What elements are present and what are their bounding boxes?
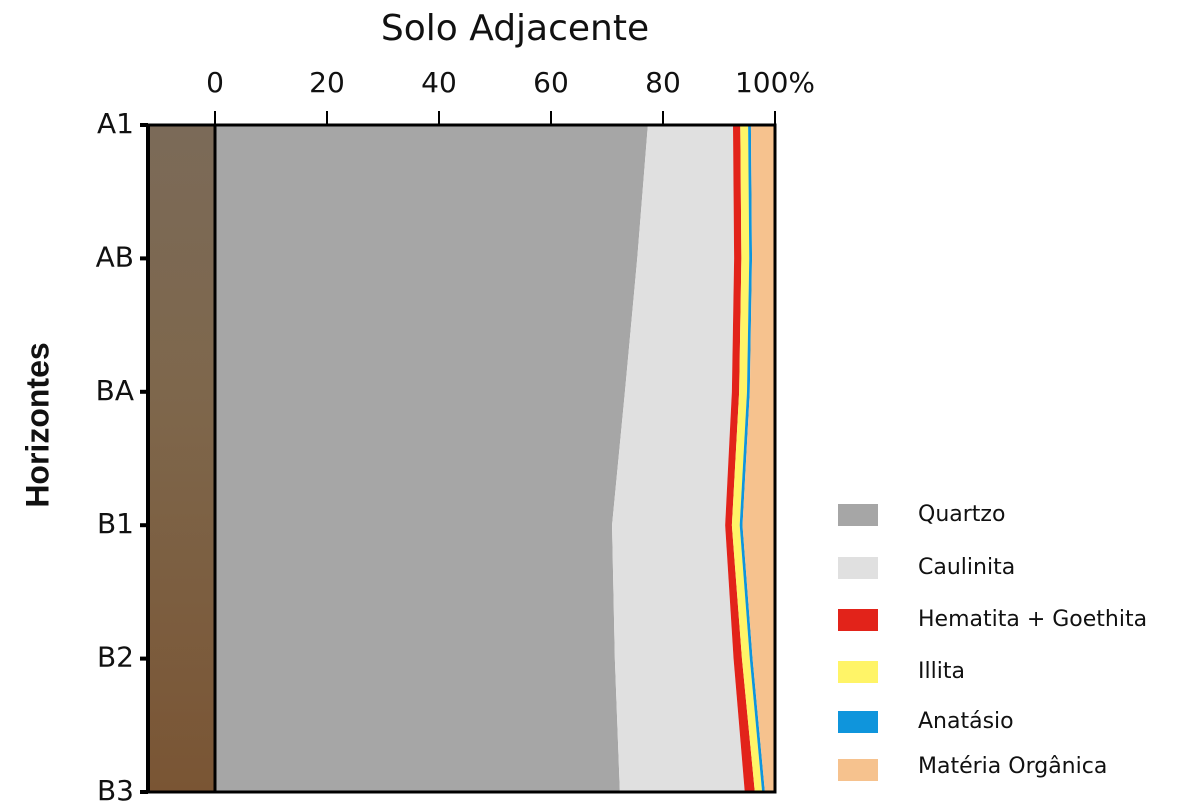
y-tick-label: B3 xyxy=(97,774,134,805)
area xyxy=(739,125,765,792)
x-tick-label: 60 xyxy=(533,66,569,99)
legend-label: Anatásio xyxy=(918,709,1014,734)
y-tick-label: B1 xyxy=(97,507,134,540)
soil-photo xyxy=(148,125,215,792)
area xyxy=(725,125,755,792)
x-tick-label: 20 xyxy=(309,66,345,99)
y-tick-label: A1 xyxy=(97,107,134,140)
y-tick-label: AB xyxy=(96,240,134,273)
legend-swatch xyxy=(838,711,878,733)
legend-swatch xyxy=(838,504,878,526)
legend-label: Hematita + Goethita xyxy=(918,607,1147,632)
area xyxy=(612,125,745,792)
area xyxy=(731,125,763,792)
y-tick-label: BA xyxy=(96,374,134,407)
legend-label: Quartzo xyxy=(918,502,1005,527)
x-tick-label: 40 xyxy=(421,66,457,99)
legend-swatch xyxy=(838,609,878,631)
y-tick-label: B2 xyxy=(97,641,134,674)
legend-swatch xyxy=(838,759,878,781)
legend-label: Caulinita xyxy=(918,555,1015,580)
legend-label: Matéria Orgânica xyxy=(918,754,1107,779)
area xyxy=(742,125,775,792)
area xyxy=(215,125,648,792)
x-tick-label: 0 xyxy=(206,66,224,99)
x-tick-label: 80 xyxy=(645,66,681,99)
chart-title: Solo Adjacente xyxy=(381,8,649,49)
legend-swatch xyxy=(838,661,878,683)
legend-swatch xyxy=(838,557,878,579)
y-axis-label: Horizontes xyxy=(19,342,55,507)
x-tick-label: 100% xyxy=(735,66,815,99)
legend-label: Illita xyxy=(918,659,965,684)
plot-frame xyxy=(213,123,777,794)
